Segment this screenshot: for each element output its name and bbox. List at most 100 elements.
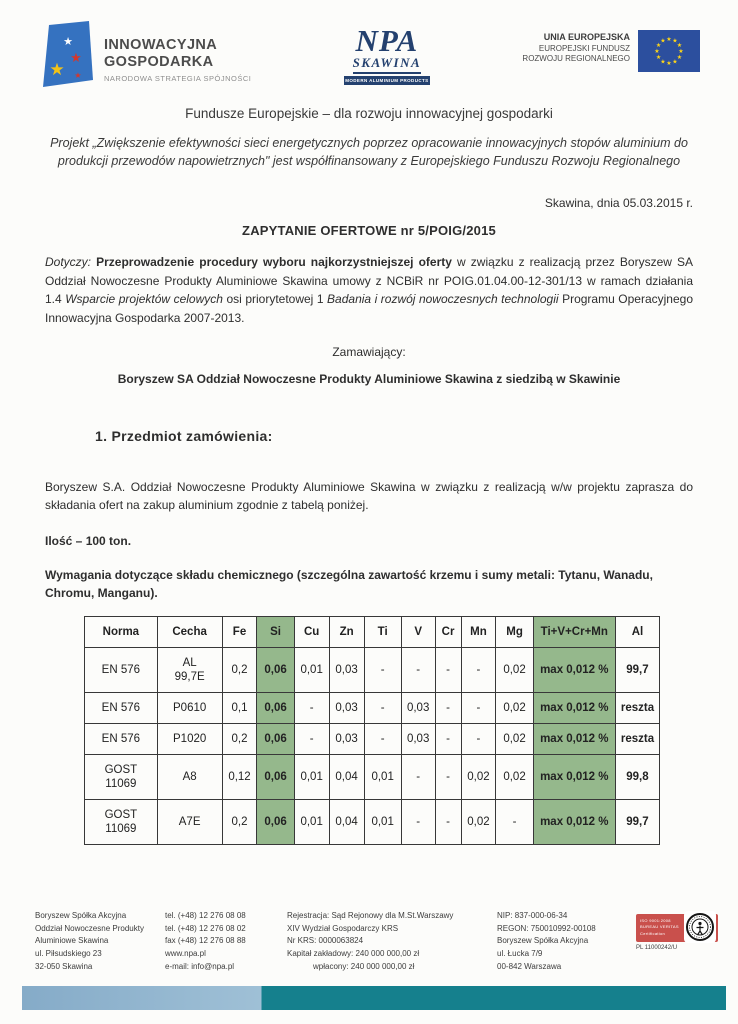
svg-text:★: ★ <box>70 50 82 65</box>
svg-text:★: ★ <box>672 38 677 45</box>
footer-line: Boryszew Spółka Akcyjna <box>35 911 127 920</box>
dotyczy-bold-phrase: Przeprowadzenie procedury wyboru najkorz… <box>96 255 452 270</box>
svg-text:★: ★ <box>672 58 677 65</box>
npa-acronym: NPA <box>355 23 419 58</box>
table-cell: - <box>434 753 462 800</box>
table-cell: 0,02 <box>460 798 497 845</box>
table-cell: 0,06 <box>256 753 295 800</box>
page-footer: Boryszew Spółka Akcyjna Oddział Nowoczesn… <box>0 906 738 1024</box>
table-cell: reszta <box>614 722 661 755</box>
footer-line: Aluminiowe Skawina <box>35 936 109 946</box>
dotyczy-text-3: Programu Operacyjnego Innowacyjna Gospod… <box>45 292 693 326</box>
badge-bv-text: BUREAU VERITAS <box>640 924 679 930</box>
footer-line: 00-842 Warszawa <box>497 961 562 971</box>
footer-line: 32-050 Skawina <box>35 961 93 971</box>
table-cell: 0,06 <box>256 798 295 845</box>
ig-logo-line1: INNOWACYJNA <box>104 37 218 54</box>
invitation-paragraph: Boryszew S.A. Oddział Nowoczesne Produkt… <box>45 479 693 512</box>
table-cell: - <box>363 722 402 755</box>
column-header: Fe <box>221 615 258 648</box>
table-cell: - <box>434 691 462 724</box>
requirements-line: Wymagania dotyczące składu chemicznego (… <box>45 567 653 600</box>
dotyczy-label: Dotyczy: <box>45 255 92 270</box>
footer-line: Nr KRS: 0000063824 <box>287 936 364 946</box>
table-cell: 0,01 <box>293 753 330 800</box>
ig-logo-text: INNOWACYJNA GOSPODARKA NARODOWA STRATEGI… <box>104 27 251 82</box>
table-cell: A8 <box>156 753 223 800</box>
footer-column: NIP: 837-000-06-34 REGON: 750010992-00108… <box>497 910 649 973</box>
section-heading: 1. Przedmiot zamówienia: <box>95 427 273 444</box>
table-cell: - <box>400 798 436 845</box>
svg-text:★: ★ <box>656 42 661 49</box>
table-cell: - <box>460 691 497 724</box>
table-cell: 99,7 <box>614 646 661 693</box>
footer-color-bar <box>22 986 726 1010</box>
table-cell: - <box>363 646 402 693</box>
table-cell: 99,7 <box>614 798 661 845</box>
table-cell: - <box>434 722 462 755</box>
footer-columns: Boryszew Spółka Akcyjna Oddział Nowoczesn… <box>35 910 649 973</box>
column-header: Cecha <box>156 615 223 648</box>
column-header: Mn <box>460 615 497 648</box>
svg-text:★: ★ <box>49 60 64 79</box>
table-cell: - <box>400 753 436 800</box>
svg-text:★: ★ <box>678 48 683 55</box>
project-description: Projekt „Zwiększenie efektywności sieci … <box>50 136 688 169</box>
footer-line: XIV Wydział Gospodarczy KRS <box>287 923 399 933</box>
table-cell: EN 576 <box>84 691 158 724</box>
dotyczy-italic-1: Wsparcie projektów celowych <box>65 292 223 307</box>
svg-text:★: ★ <box>660 38 665 45</box>
footer-line: e-mail: info@npa.pl <box>165 961 235 971</box>
footer-column: Boryszew Spółka Akcyjna Oddział Nowoczesn… <box>35 910 165 973</box>
footer-line: www.npa.pl <box>165 948 206 958</box>
table-cell: max 0,012 % <box>532 646 616 693</box>
table-cell: GOST 11069 <box>84 798 158 845</box>
footer-line: Boryszew Spółka Akcyjna <box>497 936 589 946</box>
document-body: Fundusze Europejskie – dla rozwoju innow… <box>0 106 738 845</box>
table-row: EN 576 AL 99,7E 0,2 0,06 0,01 0,03- - - -0,02 max… <box>84 646 661 693</box>
footer-line: Kapitał zakładowy: 240 000 000,00 zł <box>287 948 420 958</box>
svg-text:★: ★ <box>656 54 661 61</box>
footer-column: tel. (+48) 12 276 08 08 tel. (+48) 12 276… <box>165 910 287 973</box>
table-cell: 0,01 <box>363 753 402 800</box>
dotyczy-text-1: w związku z realizacją przez Boryszew SA… <box>45 255 694 307</box>
table-cell: reszta <box>614 691 661 724</box>
table-cell: - <box>495 798 534 845</box>
column-header: Mg <box>495 615 534 648</box>
table-cell: A7E <box>156 798 223 845</box>
table-cell: - <box>460 722 497 755</box>
table-cell: - <box>363 691 402 724</box>
footer-line: fax (+48) 12 276 08 88 <box>165 936 246 946</box>
zamawiajacy-label: Zamawiający: <box>332 344 406 359</box>
table-cell: 0,03 <box>328 691 365 724</box>
table-cell: 0,04 <box>328 798 365 845</box>
table-cell: 0,03 <box>328 722 365 755</box>
table-cell: 0,06 <box>256 646 295 693</box>
dotyczy-italic-2: Badania i rozwój nowoczesnych technologi… <box>327 292 559 307</box>
svg-text:★: ★ <box>666 60 671 67</box>
column-header: V <box>400 615 436 648</box>
bureau-veritas-seal-icon <box>684 911 716 943</box>
svg-text:★: ★ <box>666 36 671 43</box>
table-cell: - <box>460 646 497 693</box>
table-cell: P0610 <box>156 691 223 724</box>
table-cell: 0,06 <box>256 722 295 755</box>
svg-text:★: ★ <box>677 42 682 49</box>
table-cell: 0,03 <box>328 646 365 693</box>
table-cell: - <box>293 722 330 755</box>
table-row: GOST 11069 A8 0,12 0,06 0,01 0,04 0,01- -0,02 0,… <box>84 753 661 800</box>
footer-line: Oddział Nowoczesne Produkty <box>35 923 144 933</box>
ig-logo-line2: GOSPODARKA <box>104 54 214 70</box>
table-cell: max 0,012 % <box>532 753 616 800</box>
column-header: Al <box>614 615 661 648</box>
table-cell: 99,8 <box>614 753 661 800</box>
npa-tagline: MODERN ALUMINIUM PRODUCTS <box>343 76 430 86</box>
ig-logo-subtitle: NARODOWA STRATEGIA SPÓJNOŚCI <box>104 73 252 83</box>
innowacyjna-gospodarka-flag-icon: ★ ★ ★ ★ <box>43 21 93 87</box>
badge-code: PL 11000242/U <box>636 945 678 951</box>
svg-text:★: ★ <box>74 71 81 80</box>
footer-line: Rejestracja: Sąd Rejonowy dla M.St.Warsz… <box>287 911 454 920</box>
column-header: Ti <box>363 615 402 648</box>
rfq-title: ZAPYTANIE OFERTOWE nr 5/POIG/2015 <box>242 223 496 239</box>
column-header: Si <box>256 615 295 648</box>
